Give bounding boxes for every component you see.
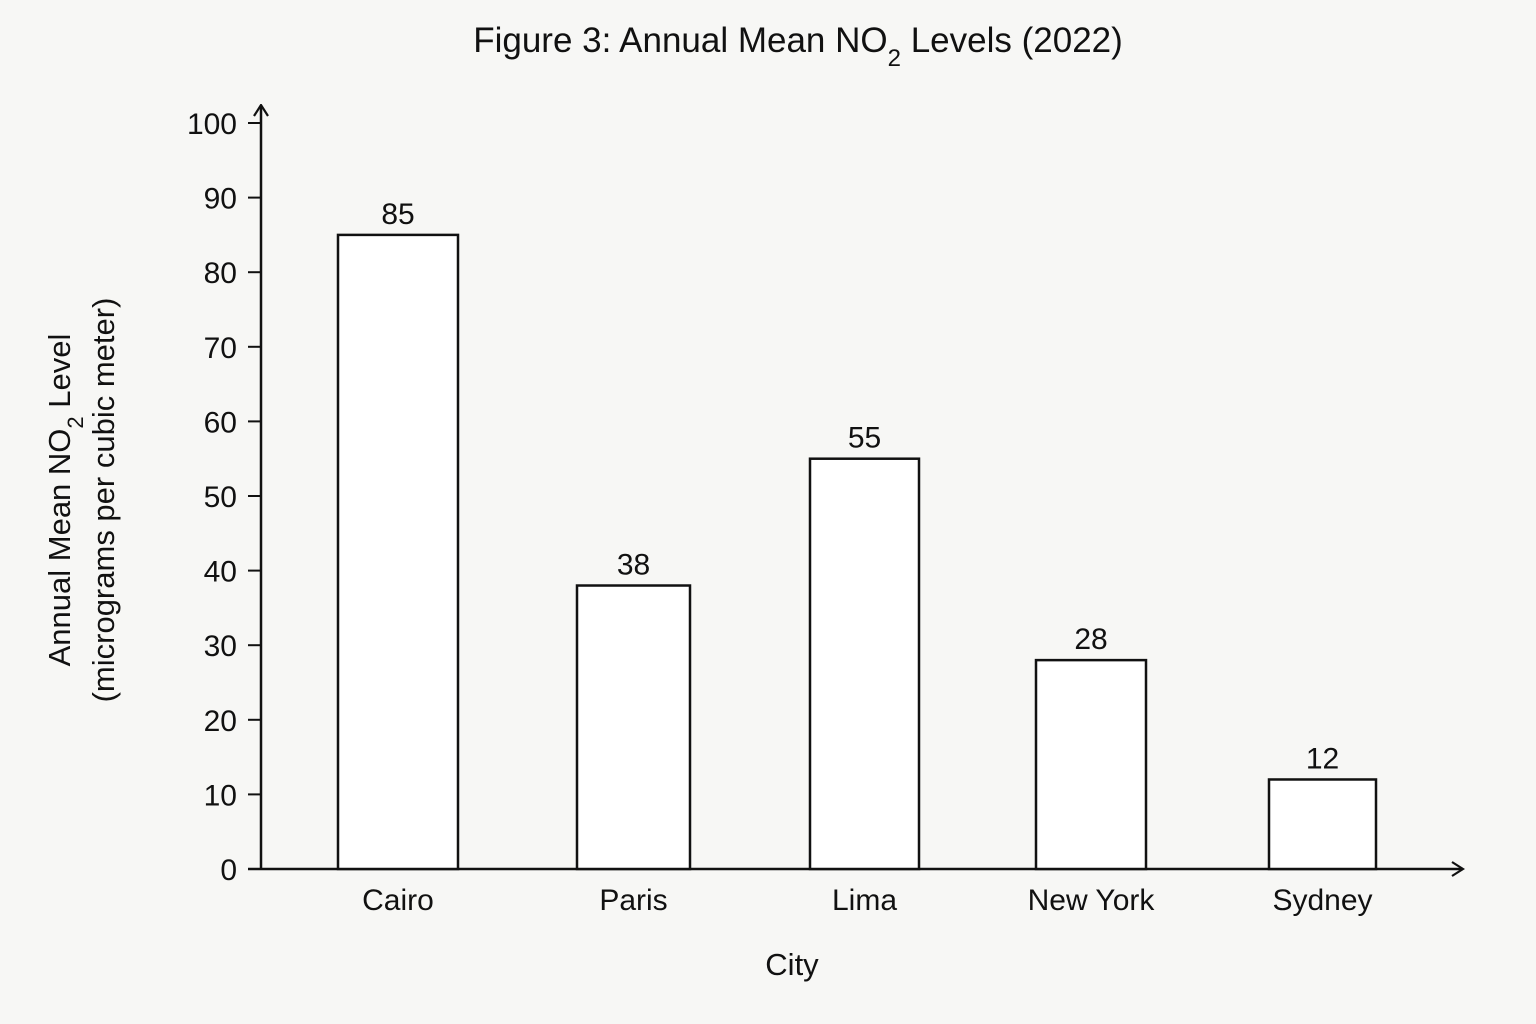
y-axis-label-units: (micrograms per cubic meter) xyxy=(86,298,121,703)
y-tick-label: 100 xyxy=(187,108,237,141)
y-tick-label: 80 xyxy=(204,257,237,290)
bars xyxy=(336,233,1378,871)
data-labels: 85 38 55 28 12 xyxy=(381,198,1339,776)
y-tick-label: 30 xyxy=(204,630,237,663)
y-tick-label: 50 xyxy=(204,481,237,514)
x-category-label: Sydney xyxy=(1272,884,1372,917)
bar-value-label: 38 xyxy=(617,549,650,582)
bar-value-label: 12 xyxy=(1306,742,1339,775)
y-tick-label: 90 xyxy=(204,183,237,216)
x-category-label: Lima xyxy=(832,884,897,917)
x-category-label: Paris xyxy=(599,884,667,917)
y-tick-label: 60 xyxy=(204,406,237,439)
x-category-label: New York xyxy=(1028,884,1156,917)
bar xyxy=(808,457,921,871)
y-tick-label: 0 xyxy=(220,854,237,887)
y-tick-label: 10 xyxy=(204,779,237,812)
bar-value-label: 55 xyxy=(848,422,881,455)
y-tick-label: 20 xyxy=(204,705,237,738)
y-tick-label: 40 xyxy=(204,556,237,589)
x-category-label: Cairo xyxy=(362,884,434,917)
title-subscript: 2 xyxy=(888,45,901,72)
y-tick-label: 70 xyxy=(204,332,237,365)
bar-value-label: 28 xyxy=(1074,623,1107,656)
chart-title: Figure 3: Annual Mean NO2 Levels (2022) xyxy=(473,21,1123,72)
y-axis-label: Annual Mean NO2 Level xyxy=(42,334,88,667)
bar xyxy=(1267,778,1378,871)
bar xyxy=(575,584,692,871)
ylabel-subscript: 2 xyxy=(63,416,88,428)
x-axis-categories: Cairo Paris Lima New York Sydney xyxy=(362,884,1372,917)
bar xyxy=(1034,658,1148,871)
bar-value-label: 85 xyxy=(381,198,414,231)
bar xyxy=(336,233,460,871)
y-axis-ticks: 0 10 20 30 40 50 60 70 80 90 100 xyxy=(187,108,261,887)
x-axis-label: City xyxy=(765,947,819,982)
